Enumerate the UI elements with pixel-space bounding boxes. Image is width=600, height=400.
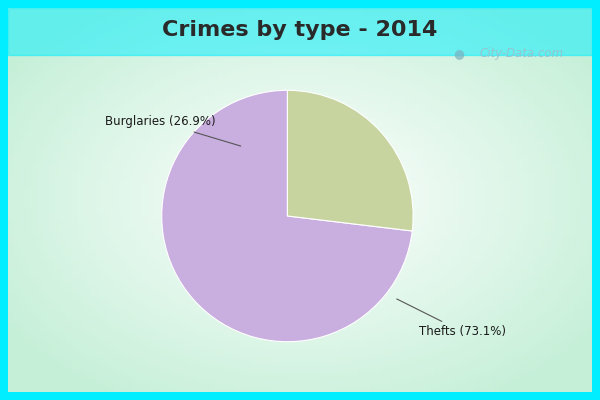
Text: ●: ● xyxy=(454,48,464,60)
Text: Thefts (73.1%): Thefts (73.1%) xyxy=(397,299,506,338)
Text: Crimes by type - 2014: Crimes by type - 2014 xyxy=(163,20,437,40)
Text: Burglaries (26.9%): Burglaries (26.9%) xyxy=(105,116,241,146)
Wedge shape xyxy=(287,90,413,231)
Text: City-Data.com: City-Data.com xyxy=(480,48,564,60)
Bar xyxy=(8,8,592,55)
Wedge shape xyxy=(162,90,412,342)
